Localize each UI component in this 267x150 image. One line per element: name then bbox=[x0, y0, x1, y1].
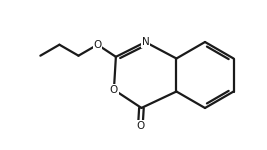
Text: N: N bbox=[142, 37, 149, 47]
Text: O: O bbox=[93, 40, 102, 50]
Text: O: O bbox=[136, 121, 144, 131]
Text: O: O bbox=[110, 85, 118, 95]
